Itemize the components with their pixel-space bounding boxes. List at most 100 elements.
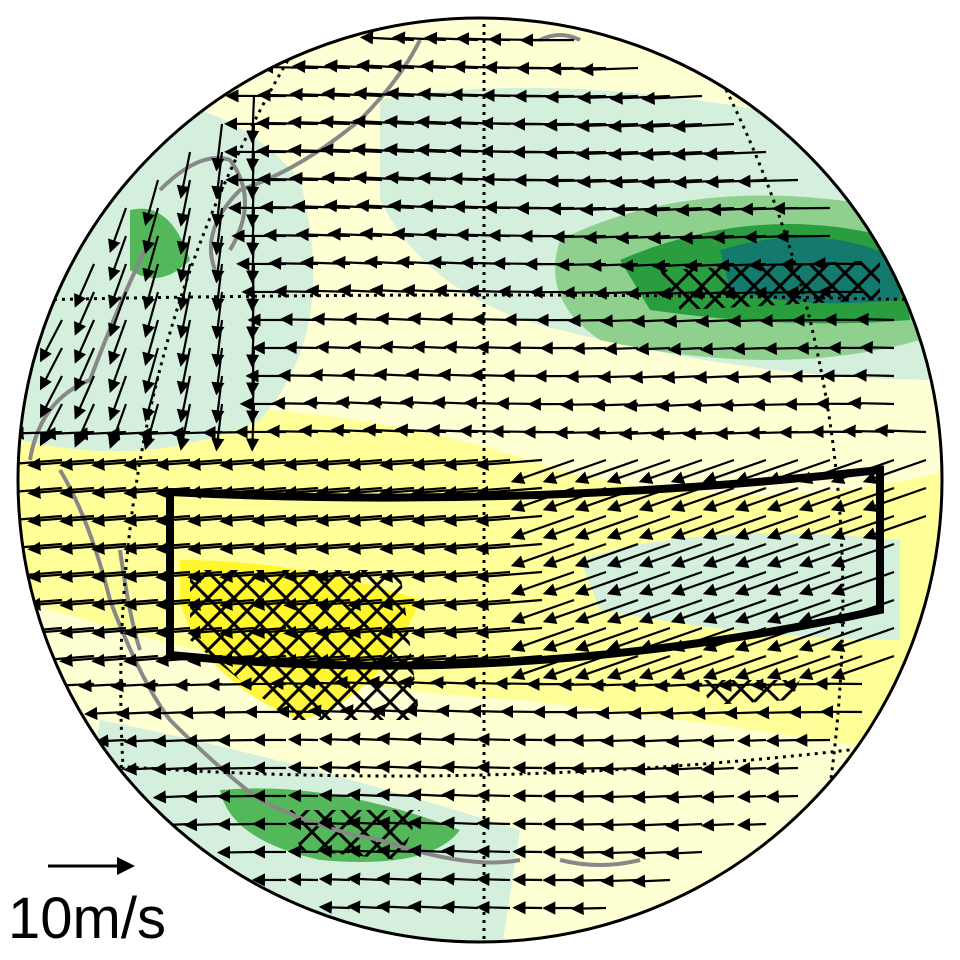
wind-arrow (638, 458, 703, 485)
wind-arrow (142, 403, 160, 451)
wind-arrow (123, 762, 159, 776)
wind-arrow (142, 179, 160, 227)
wind-arrow (176, 319, 192, 367)
wind-arrow (318, 788, 351, 802)
wind-arrow (74, 347, 96, 392)
wind-arrow (798, 542, 863, 569)
wind-arrow (441, 732, 479, 746)
wind-arrow (411, 340, 447, 354)
wind-arrow (441, 816, 479, 830)
wind-arrow (679, 231, 735, 245)
wind-arrow (599, 314, 639, 328)
wind-arrow (259, 200, 319, 214)
wind-arrow (574, 598, 639, 625)
wind-arrow (579, 203, 639, 217)
wind-arrow (606, 514, 671, 541)
wind-arrow (545, 174, 607, 188)
region-box (166, 465, 884, 670)
wind-arrow (542, 598, 607, 625)
wind-arrow (542, 626, 607, 653)
wind-arrow (600, 762, 639, 776)
wind-arrow (211, 235, 225, 284)
wind-arrow (609, 91, 671, 105)
wind-arrow (176, 235, 192, 283)
wind-arrow (74, 375, 96, 420)
wind-arrow (862, 458, 927, 485)
wind-arrow (635, 342, 671, 356)
wind-arrow (574, 458, 639, 485)
wind-arrow (606, 598, 671, 625)
wind-arrow (847, 396, 895, 410)
wind-arrow (600, 846, 639, 860)
wind-arrow (324, 59, 383, 73)
wind-arrow (315, 340, 351, 354)
wind-arrow (183, 818, 223, 832)
wind-arrow (631, 762, 671, 776)
wind-arrow (211, 291, 225, 340)
wind-arrow (766, 626, 831, 653)
wind-arrow (702, 570, 767, 597)
wind-arrow (638, 598, 703, 625)
wind-arrow (734, 486, 799, 513)
wind-arrow (574, 514, 639, 541)
wind-arrow (216, 789, 255, 803)
wind-arrow (548, 62, 607, 76)
wind-arrow (347, 340, 383, 354)
wind-arrow (108, 319, 128, 365)
wind-arrow (583, 230, 639, 245)
wind-arrow (476, 788, 511, 803)
wind-arrow (570, 761, 607, 776)
wind-arrow (471, 312, 511, 326)
wind-arrow (542, 458, 607, 485)
wind-arrow (176, 375, 192, 423)
wind-arrow (727, 314, 767, 328)
wind-arrow (211, 207, 225, 256)
wind-arrow (152, 790, 191, 804)
wind-arrow (700, 790, 735, 804)
wind-arrow (798, 570, 863, 597)
wind-arrow (211, 403, 225, 452)
wind-arrow (318, 816, 351, 830)
wind-arrow (862, 514, 927, 541)
wind-arrow (700, 818, 735, 832)
wind-arrow (211, 179, 225, 228)
wind-arrow (318, 872, 351, 886)
wind-arrow (475, 569, 543, 583)
wind-arrow (542, 542, 607, 569)
wind-arrow (510, 542, 575, 569)
wind-arrow (670, 514, 735, 541)
wind-arrow (600, 790, 639, 804)
wind-arrow (289, 87, 351, 101)
wind-arrow (763, 341, 799, 356)
wind-arrow (246, 207, 260, 256)
wind-arrow (355, 199, 415, 213)
wind-arrow (736, 734, 767, 748)
wind-arrow (638, 542, 703, 569)
wind-arrow (287, 873, 319, 887)
wind-arrow (510, 514, 575, 541)
wind-arrow (74, 319, 96, 364)
wind-arrow (736, 790, 767, 804)
wind-arrow (765, 789, 799, 804)
wind-arrow (606, 458, 671, 485)
wind-arrow (441, 760, 479, 774)
graticule (39, 738, 931, 778)
wind-arrow (211, 123, 225, 172)
wind-arrow (346, 872, 383, 886)
wind-arrow (611, 203, 671, 217)
wind-arrow (74, 263, 96, 308)
wind-arrow (510, 458, 575, 485)
wind-arrow (287, 845, 319, 859)
wind-arrow (318, 732, 351, 746)
wind-arrow (606, 542, 671, 569)
wind-arrow (321, 87, 383, 101)
graticule (698, 39, 845, 851)
wind-arrow (798, 598, 863, 625)
wind-arrow (323, 199, 383, 213)
wind-arrow (798, 626, 863, 653)
wind-arrow (766, 654, 831, 681)
wind-arrow (142, 263, 160, 311)
wind-arrow (734, 514, 799, 541)
wind-arrow (606, 570, 671, 597)
